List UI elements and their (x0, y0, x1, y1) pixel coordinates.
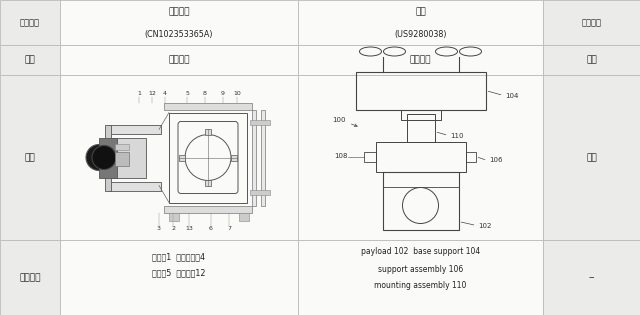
Text: (CN102353365A): (CN102353365A) (145, 31, 213, 39)
Bar (298, 240, 543, 315)
Bar (205, 129, 211, 135)
Bar (109, 124, 161, 134)
Text: --: -- (588, 273, 595, 282)
Bar (250, 119, 270, 124)
Bar (239, 213, 249, 220)
Bar (115, 144, 129, 150)
Bar (252, 110, 256, 205)
Text: 無人機臺: 無人機臺 (410, 55, 431, 65)
Bar (298, 75, 543, 240)
Bar (543, 0, 640, 45)
Bar (0, 45, 60, 75)
Text: 2: 2 (171, 226, 175, 231)
Bar (543, 240, 640, 315)
Text: 無人機臺: 無人機臺 (168, 55, 189, 65)
Bar (298, 0, 543, 45)
Text: 102: 102 (479, 222, 492, 228)
Bar (376, 141, 465, 171)
Bar (406, 113, 435, 141)
Bar (115, 152, 129, 165)
Text: mounting assembly 110: mounting assembly 110 (374, 282, 467, 290)
Text: 104: 104 (506, 93, 519, 99)
Text: payload 102  base support 104: payload 102 base support 104 (361, 248, 480, 256)
Text: 比對結果: 比對結果 (582, 18, 602, 27)
Bar (364, 152, 376, 162)
Bar (179, 154, 185, 161)
Text: 合坐架5  攝像機托12: 合坐架5 攝像機托12 (152, 268, 205, 278)
Text: 100: 100 (333, 117, 357, 127)
Bar (298, 45, 543, 75)
Text: 13: 13 (185, 226, 193, 231)
Bar (543, 45, 640, 75)
Bar (169, 112, 247, 203)
Text: 攝像機1  攝像機機座4: 攝像機1 攝像機機座4 (152, 253, 205, 261)
Text: 相同: 相同 (586, 55, 597, 65)
Bar (164, 102, 252, 110)
Bar (169, 213, 179, 220)
Text: 5: 5 (185, 91, 189, 96)
Bar (250, 190, 270, 194)
Bar (261, 110, 265, 205)
Bar (164, 205, 252, 213)
Text: 涉案專利: 涉案專利 (20, 18, 40, 27)
Text: 6: 6 (209, 226, 213, 231)
Text: 本案: 本案 (415, 8, 426, 16)
Bar (99, 138, 117, 177)
Bar (60, 240, 298, 315)
Bar (205, 180, 211, 186)
Bar (355, 72, 486, 110)
Bar (465, 152, 476, 162)
Text: 4: 4 (163, 91, 167, 96)
Text: 9: 9 (221, 91, 225, 96)
Text: 附圖: 附圖 (24, 153, 35, 162)
Text: 相近: 相近 (586, 153, 597, 162)
Text: 1: 1 (137, 91, 141, 96)
Bar (105, 124, 111, 191)
Text: (US9280038): (US9280038) (394, 31, 447, 39)
Text: 110: 110 (451, 133, 464, 139)
Bar (0, 0, 60, 45)
Bar (60, 75, 298, 240)
Text: 元件名稱: 元件名稱 (19, 273, 41, 282)
Bar (543, 75, 640, 240)
Bar (231, 154, 237, 161)
Circle shape (86, 145, 112, 170)
Text: 3: 3 (157, 226, 161, 231)
Text: 106: 106 (490, 158, 503, 163)
Bar (60, 0, 298, 45)
Bar (60, 45, 298, 75)
Text: support assembly 106: support assembly 106 (378, 265, 463, 273)
Text: 10: 10 (233, 91, 241, 96)
Bar (0, 240, 60, 315)
Bar (383, 171, 458, 230)
Text: 領域: 領域 (24, 55, 35, 65)
Text: 8: 8 (203, 91, 207, 96)
Text: 對比文件: 對比文件 (168, 8, 189, 16)
Text: 12: 12 (148, 91, 156, 96)
Text: 7: 7 (227, 226, 231, 231)
Circle shape (92, 146, 116, 169)
Bar (0, 75, 60, 240)
Bar (401, 110, 440, 119)
Bar (111, 138, 146, 177)
Bar (109, 181, 161, 191)
Text: 108: 108 (334, 153, 348, 159)
